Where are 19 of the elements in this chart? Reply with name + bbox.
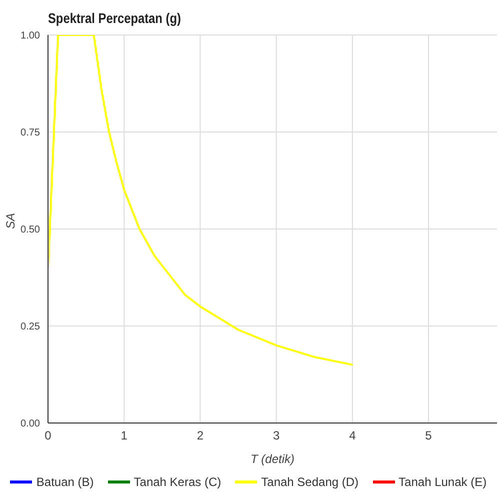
y-tick-label: 0.00 (20, 418, 40, 430)
chart-title: Spektral Percepatan (g) (48, 10, 181, 26)
line-series (48, 35, 354, 366)
x-tick-label: 0 (44, 428, 52, 443)
y-axis-title: SA (3, 212, 18, 229)
x-axis-title: T (detik) (250, 452, 295, 466)
y-tick-label: 0.75 (20, 128, 40, 139)
x-tick-label: 3 (272, 428, 280, 443)
x-tick-label: 5 (425, 428, 432, 443)
legend-label: Tanah Sedang (D) (260, 475, 359, 489)
legend-label: Tanah Lunak (E) (398, 475, 487, 489)
y-tick-label: 0.50 (20, 224, 40, 236)
legend-label: Tanah Keras (C) (132, 475, 222, 489)
legend-label: Batuan (B) (35, 475, 94, 489)
y-tick-label: 1.00 (20, 30, 40, 42)
y-tick-label: 0.25 (20, 322, 40, 333)
x-tick-label: 1 (120, 428, 128, 443)
x-tick-label: 4 (349, 428, 356, 443)
x-tick-label: 2 (196, 428, 204, 443)
